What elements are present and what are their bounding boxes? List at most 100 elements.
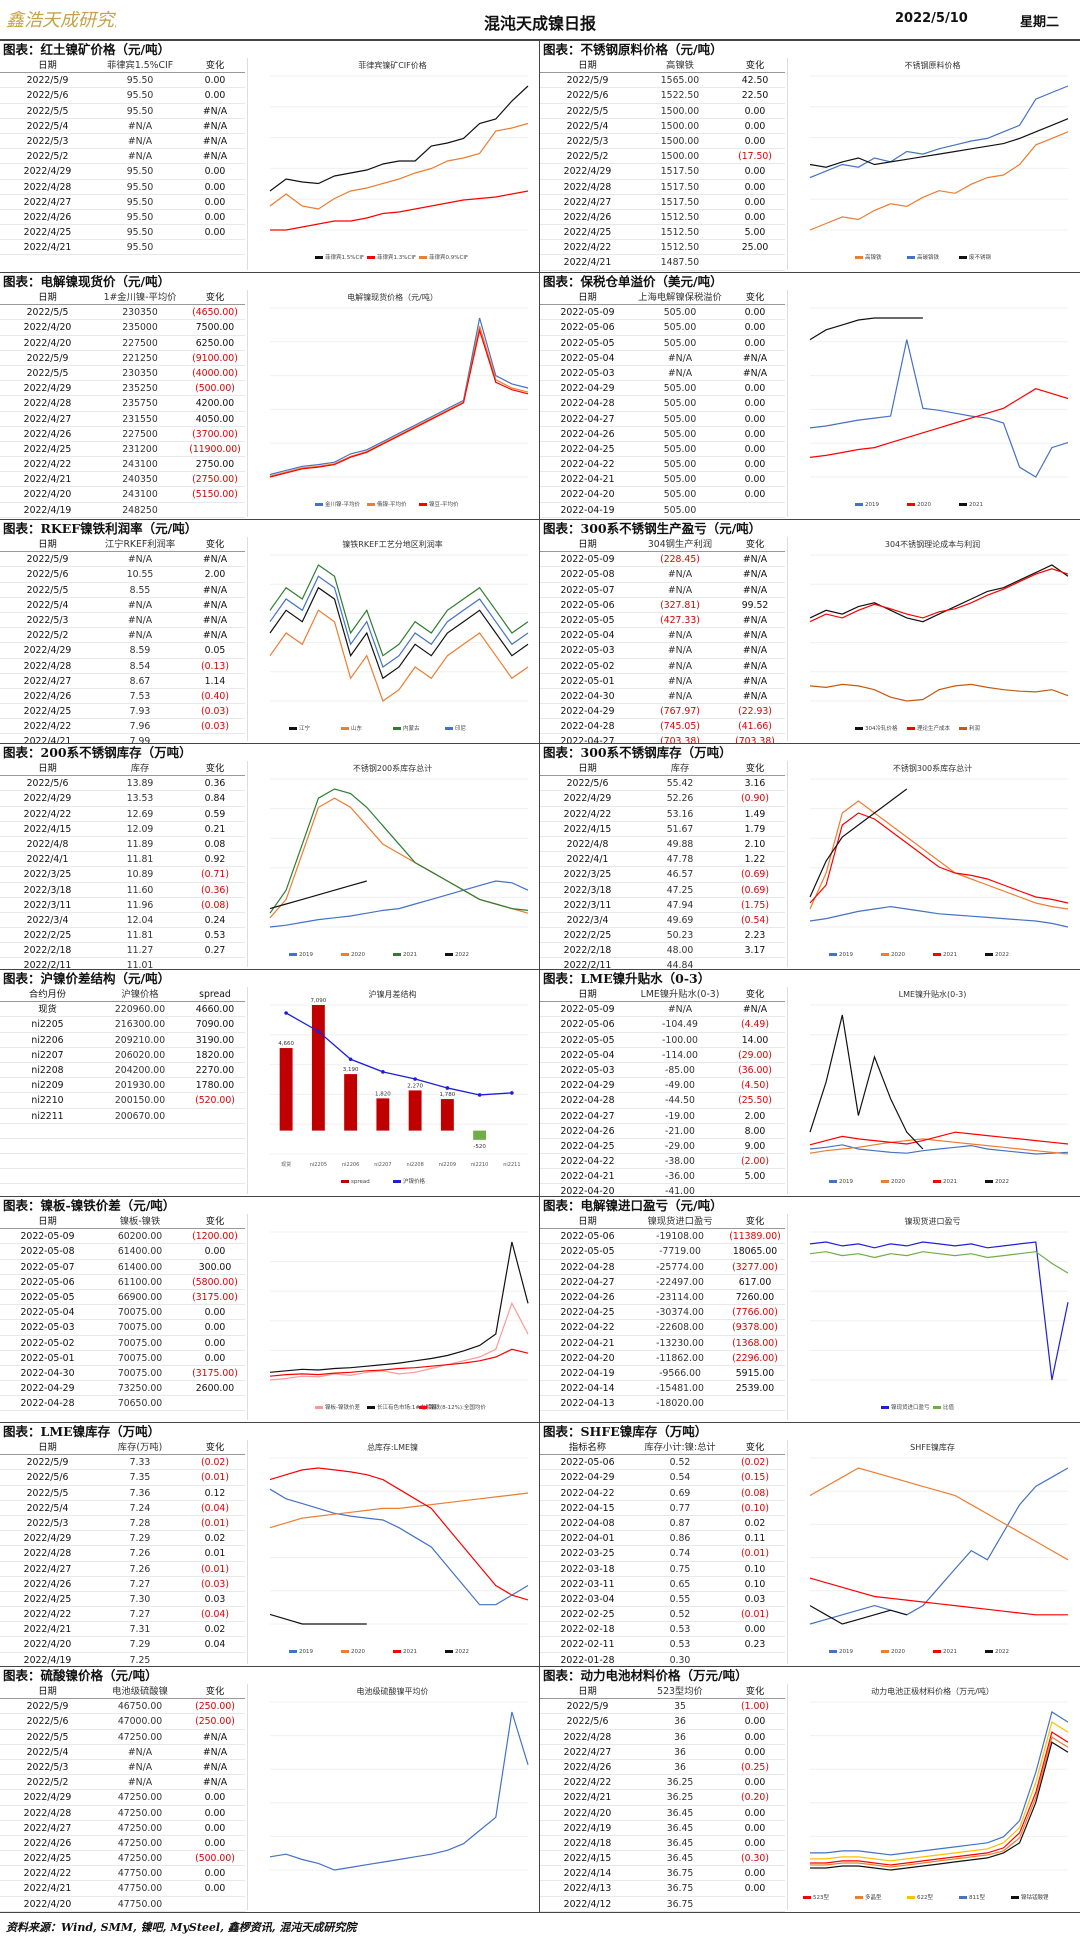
table-row: 2022/2/11 11.01 [0, 958, 245, 969]
table-cell: 2022/3/11 [563, 899, 612, 911]
table-cell: 1500.00 [660, 105, 700, 117]
table-cell: 2022-04-29 [20, 1383, 75, 1395]
table-cell: #N/A [127, 1746, 153, 1758]
table-cell: 1.79 [744, 823, 766, 835]
table-row: 2022/4/19 36.45 0.00 [540, 1821, 785, 1836]
table-row: 2022/4/22 53.16 1.49 [540, 807, 785, 822]
table-cell: 51.67 [666, 823, 694, 835]
legend-label: 2020 [891, 1179, 905, 1185]
section-title: 图表：LME镍升贴水（0-3） [543, 971, 711, 986]
table-row: 2022/4/26 7.27 (0.03) [0, 1577, 245, 1592]
table-cell: -9566.00 [659, 1367, 701, 1379]
table-cell: 1500.00 [660, 120, 700, 132]
table-cell: #N/A [127, 630, 153, 642]
table-cell: 1517.50 [660, 196, 700, 208]
legend-label: 2020 [351, 952, 365, 958]
report-weekday: 星期二 [1020, 15, 1060, 30]
table-cell: 2022/5/5 [26, 105, 69, 117]
table-row: ni2211 200670.00 [0, 1109, 245, 1124]
table-cell: 0.00 [744, 135, 766, 147]
table-cell: 2022/4/20 [23, 489, 72, 501]
table-cell: 200670.00 [114, 1110, 166, 1122]
table-cell: (0.08) [741, 1487, 769, 1499]
table-cell: 2022-04-22 [560, 1322, 615, 1334]
bar-label: 2,270 [407, 1083, 423, 1089]
table-row: 2022-05-05 -7719.00 18065.00 [540, 1244, 785, 1260]
table-cell: 2022/4/21 [23, 1883, 72, 1895]
table-row: 2022-04-25 -30374.00 (7766.00) [540, 1305, 785, 1321]
section-title: 图表：电解镍现货价（元/吨） [3, 274, 171, 289]
table-cell: 0.00 [744, 474, 766, 486]
section-title: 图表：电解镍进口盈亏（元/吨） [543, 1198, 723, 1213]
section-title: 图表：200系不锈钢库存（万吨） [3, 745, 192, 760]
table-row: 2022/4/21 240350 (2750.00) [0, 472, 245, 488]
series-line [809, 905, 1069, 928]
series-line [809, 1605, 907, 1625]
table-cell: 11.96 [126, 899, 154, 911]
table-cell: 2022/5/5 [26, 307, 69, 319]
table-cell: 201930.00 [114, 1080, 166, 1092]
chart-panel: 2019 2020 2021 2022 SHFE镍库存 [787, 1440, 1077, 1664]
chart-panel: 镍板-镍铁价差 长江有色市场:1#电解镍 镍铁(8-12%):全国均价 [247, 1214, 537, 1420]
table-cell: -44.50 [665, 1095, 695, 1107]
table-row: 2022-05-06 -19108.00 (11389.00) [540, 1229, 785, 1245]
table-cell: #N/A [202, 1731, 228, 1743]
series-line [269, 328, 529, 478]
table-row: 2022/5/3 7.28 (0.01) [0, 1516, 245, 1532]
table-row: 2022/4/27 8.67 1.14 [0, 674, 245, 689]
table-cell: 505.00 [663, 504, 697, 516]
column-header: 合约月份 [28, 989, 67, 1000]
table-cell: (228.45) [660, 554, 700, 566]
data-table: 日期 江宁RKEF利润率 变化 2022/5/9 #N/A #N/A 2022/5/6 10.… [0, 537, 245, 743]
table-cell: #N/A [202, 1761, 228, 1773]
table-row: 2022-04-26 -23114.00 7260.00 [540, 1290, 785, 1306]
chart-panel: 高镍铁 高碳铬铁 废不锈钢 不锈钢原料价格 [787, 58, 1077, 270]
table-row: 2022/4/15 12.09 0.21 [0, 822, 245, 837]
legend-label: 江宁 [299, 724, 311, 732]
table-cell: 46750.00 [117, 1701, 163, 1713]
table-row: 2022-04-25 -29.00 9.00 [540, 1139, 785, 1155]
category-label: ni2211 [503, 1162, 520, 1168]
legend-label: 2019 [839, 1649, 853, 1655]
section-panel: 图表：300系不锈钢库存（万吨） 日期 库存 变化 2022/5/6 55.42 3.16 2… [540, 743, 1080, 969]
table-row: 2022/3/4 49.69 (0.54) [540, 913, 785, 929]
table-row: 2022-04-22 505.00 0.00 [540, 457, 785, 473]
spread-bar [311, 1005, 325, 1131]
section-panel: 图表：不锈钢原料价格（元/吨） 日期 高镍铁 变化 2022/5/9 1565.00 42.… [540, 40, 1080, 272]
table-cell: 2022/5/4 [26, 120, 69, 132]
table-cell: 2022-05-03 [560, 1064, 615, 1076]
legend-label: 菲律宾1.3%CIF [377, 253, 416, 261]
table-cell: 2022-04-27 [560, 1110, 615, 1122]
table-cell: 2022/5/9 [26, 352, 69, 364]
table-cell [0, 1169, 95, 1183]
table-row: 2022/4/25 95.50 0.00 [0, 225, 245, 241]
table-cell: -7719.00 [659, 1246, 701, 1258]
table-cell: 2022-04-19 [560, 1367, 615, 1379]
table-row: 2022/4/27 7.26 (0.01) [0, 1562, 245, 1577]
section-panel: 图表：300系不锈钢生产盈亏（元/吨） 日期 304钢生产利润 变化 2022-05-0… [540, 519, 1080, 743]
column-header: 变化 [745, 763, 765, 774]
table-cell: 2022/4/25 [563, 227, 612, 239]
table-cell: 25.00 [741, 242, 769, 254]
table-row: 2022/3/4 12.04 0.24 [0, 913, 245, 929]
table-cell: 2022/4/28 [23, 181, 72, 193]
table-cell: (327.81) [660, 599, 700, 611]
table-row: 2022-03-25 0.74 (0.01) [540, 1546, 785, 1562]
legend-swatch [855, 503, 863, 506]
table-cell: 0.77 [669, 1502, 691, 1514]
table-cell: 2022/5/2 [26, 1777, 69, 1789]
table-cell: (0.01) [741, 1609, 769, 1621]
table-cell: 2022-04-21 [560, 474, 615, 486]
table-cell: 0.69 [669, 1487, 691, 1499]
table-cell: 73250.00 [117, 1383, 163, 1395]
table-row: 2022-04-22 -38.00 (2.00) [540, 1154, 785, 1170]
table-cell: (0.04) [201, 1502, 229, 1514]
table-row: 2022/4/20 47750.00 [0, 1897, 245, 1912]
table-row: 2022/4/22 1512.50 25.00 [540, 240, 785, 256]
table-cell: 2022/4/12 [563, 1898, 612, 1910]
table-row: 2022/4/26 95.50 0.00 [0, 210, 245, 226]
table-row: 2022-05-02 #N/A #N/A [540, 659, 785, 674]
table-header-row: 日期 镍现货进口盈亏 变化 [540, 1214, 785, 1230]
table-cell [95, 1169, 185, 1183]
table-cell: ni2209 [31, 1080, 64, 1092]
